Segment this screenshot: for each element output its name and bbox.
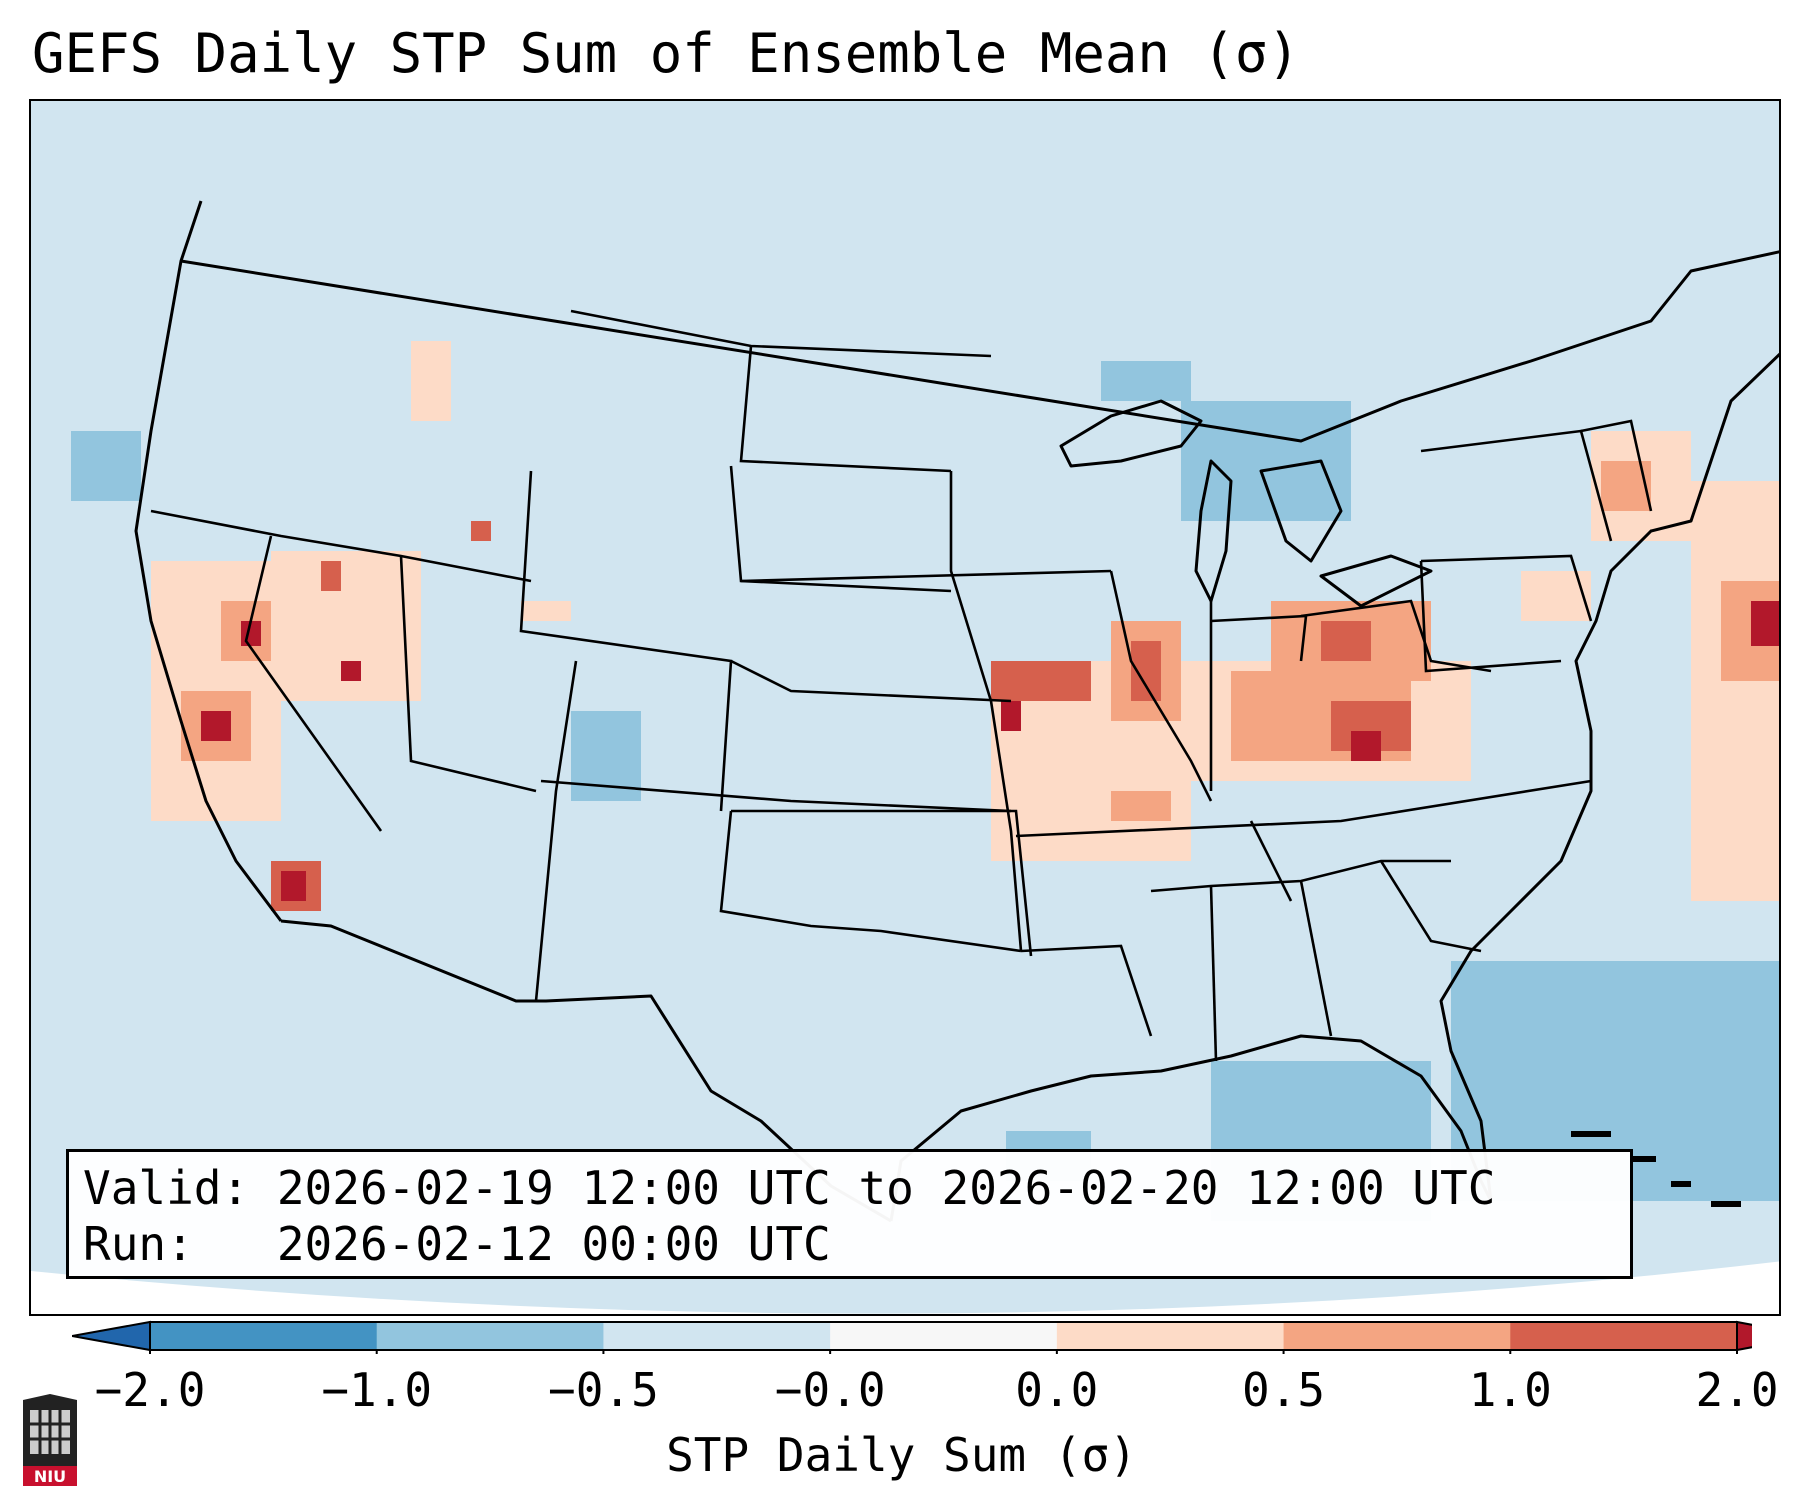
anomaly-cell-22 [1001,701,1021,731]
anomaly-cell-23 [1111,791,1171,821]
lake-erie [1319,554,1433,608]
colorbar-bin-3 [830,1322,1058,1350]
atlantic-coastline [1439,352,1779,1202]
colorbar-bin-5 [1283,1322,1511,1350]
colorbar-bin-1 [376,1322,604,1350]
colorbar-ticks [149,1350,1738,1354]
colorbar-bin-2 [603,1322,831,1350]
niu-logo-text: NIU [34,1467,66,1486]
lake-superior [1059,399,1203,468]
colorbar-bin-4 [1056,1322,1285,1350]
colorbar-tick-label: −1.0 [321,1363,433,1417]
valid-time-text: Valid: 2026-02-19 12:00 UTC to 2026-02-2… [83,1161,1496,1215]
projection-edge [31,1261,1779,1314]
anomaly-cell-37 [1521,571,1591,621]
colorbar-over-arrow [1736,1320,1752,1352]
colorbar-bins [149,1321,1738,1351]
colorbar-tick-label: 0.0 [1015,1363,1099,1417]
anomaly-cell-34 [411,341,451,421]
gulf-coastline [889,1034,1493,1222]
anomaly-cell-7 [1101,361,1191,401]
map-canvas [31,200,1779,1314]
caribbean-islands [1571,1131,1741,1207]
anomaly-cell-15 [1351,731,1381,761]
map-title: GEFS Daily STP Sum of Ensemble Mean (σ) [32,22,1300,85]
valid-run-info-box: Valid: 2026-02-19 12:00 UTC to 2026-02-2… [66,1149,1633,1279]
anomaly-cell-6 [1181,401,1351,521]
boundary-lines [134,200,1779,1223]
anomaly-cell-35 [471,521,491,541]
run-time-text: Run: 2026-02-12 00:00 UTC [83,1217,831,1271]
anomaly-cell-2 [1751,601,1779,646]
colorbar [72,1320,1752,1354]
anomaly-cell-11 [1601,461,1651,511]
anomaly-cell-21 [991,661,1091,701]
anomaly-cell-26 [201,711,231,741]
anomaly-cell-28 [281,871,306,901]
pacific-coastline [134,200,283,922]
anomaly-cell-8 [71,431,141,501]
colorbar-bin-6 [1510,1322,1738,1350]
colorbar-tick-label: 2.0 [1695,1363,1779,1417]
lake-huron [1259,459,1343,563]
stp-anomaly-field [71,341,1779,1221]
anomaly-cell-33 [341,661,361,681]
colorbar-tick-label: 1.0 [1468,1363,1552,1417]
colorbar-under-arrow [72,1320,151,1352]
colorbar-tick-label: 0.5 [1242,1363,1326,1417]
anomaly-cell-0 [1691,481,1779,901]
colorbar-tick-label: −2.0 [94,1363,206,1417]
colorbar-label: STP Daily Sum (σ) [666,1428,1137,1482]
niu-logo: NIU [23,1394,77,1486]
colorbar-tick-label: −0.5 [548,1363,659,1417]
anomaly-cell-17 [1321,621,1371,661]
colorbar-tick-label: −0.0 [774,1363,886,1417]
anomaly-cell-36 [521,601,571,621]
anomaly-cell-32 [321,561,341,591]
colorbar-bin-0 [150,1322,378,1350]
state-lines [150,309,1653,1062]
map-panel [29,99,1781,1316]
us-canada-border [180,250,1779,443]
